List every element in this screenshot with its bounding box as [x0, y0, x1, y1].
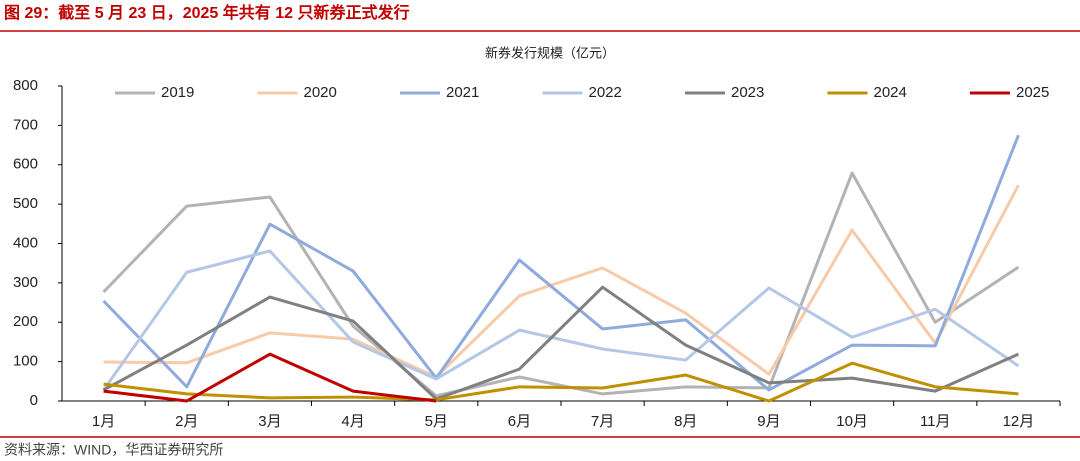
- x-tick-label: 8月: [674, 413, 697, 430]
- chart-subtitle: 新券发行规模（亿元）: [485, 45, 615, 60]
- legend-label: 2020: [304, 84, 337, 101]
- x-tick-label: 2月: [175, 413, 198, 430]
- source: 资料来源：WIND，华西证券研究所: [4, 442, 223, 458]
- x-tick-label: 7月: [591, 413, 614, 430]
- chart-title: 图 29：截至 5 月 23 日，2025 年共有 12 只新券正式发行: [4, 3, 409, 22]
- legend-label: 2023: [731, 84, 764, 101]
- y-tick-label: 100: [13, 353, 38, 370]
- x-tick-label: 9月: [757, 413, 780, 430]
- y-tick-label: 600: [13, 156, 38, 173]
- x-tick-label: 3月: [258, 413, 281, 430]
- series-line: [102, 134, 1020, 392]
- legend-label: 2024: [874, 84, 907, 101]
- x-tick-label: 6月: [508, 413, 531, 430]
- x-tick-label: 4月: [341, 413, 364, 430]
- x-tick-label: 10月: [836, 413, 868, 430]
- legend-label: 2021: [446, 84, 479, 101]
- y-tick-label: 800: [13, 77, 38, 94]
- y-tick-label: 0: [30, 392, 38, 409]
- y-tick-label: 200: [13, 313, 38, 330]
- legend-label: 2025: [1016, 84, 1049, 101]
- x-tick-label: 12月: [1003, 413, 1035, 430]
- series-line: [103, 352, 437, 403]
- series-line: [103, 184, 1020, 379]
- x-tick-label: 11月: [920, 413, 951, 430]
- series-line: [102, 249, 1020, 391]
- series-line: [103, 361, 1019, 403]
- y-tick-label: 400: [13, 234, 38, 251]
- y-tick-label: 500: [13, 195, 38, 212]
- x-tick-label: 1月: [92, 413, 115, 430]
- x-tick-label: 5月: [425, 413, 448, 430]
- y-tick-label: 700: [13, 116, 38, 133]
- series-line: [102, 285, 1020, 401]
- y-tick-label: 300: [13, 274, 38, 291]
- legend-label: 2019: [161, 84, 194, 101]
- series-line: [102, 171, 1020, 398]
- legend-label: 2022: [589, 84, 622, 101]
